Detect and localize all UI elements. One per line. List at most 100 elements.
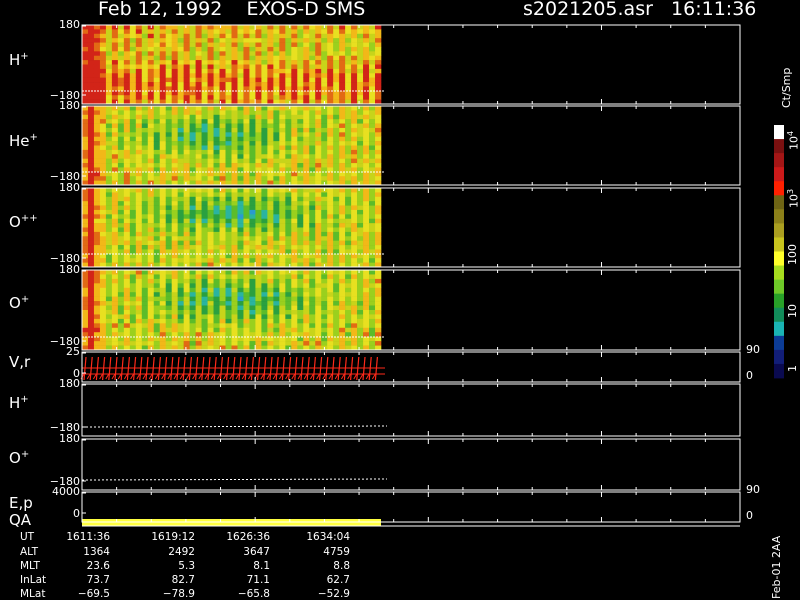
spectrogram-he-plus	[82, 106, 385, 186]
right-tick-max-ep: 90	[746, 483, 760, 496]
y-tick-min-ep: 0	[73, 507, 80, 520]
y-tick-max-h-plus: 180	[59, 18, 80, 31]
footer-value: 1619:12	[151, 531, 195, 543]
plot-subtitle: s2021205.asr 16:11:36	[523, 0, 756, 19]
footer-value: −52.9	[317, 588, 350, 600]
y-tick-max-o-plus: 180	[59, 263, 80, 276]
right-tick-max-vr: 90	[746, 343, 760, 356]
footer-value: 82.7	[171, 574, 195, 586]
panel-frame	[81, 491, 741, 523]
colorbar-label: 103	[786, 189, 800, 208]
panel-frame	[81, 438, 741, 491]
colorbar-label-text: 10	[786, 304, 799, 318]
y-tick-min-h-plus-2: −180	[49, 421, 80, 434]
colorbar-label: 100	[786, 244, 799, 265]
trace-o-plus-2	[81, 478, 388, 481]
footer-value: −69.5	[77, 588, 110, 600]
footer-value: 1626:36	[226, 531, 270, 543]
footer-value: 5.3	[178, 560, 195, 572]
footer-label-mlat: MLat	[20, 588, 46, 600]
y-tick-min-o-plus: −180	[49, 335, 80, 348]
footer-value: 1611:36	[66, 531, 110, 543]
colorbar-label-text: 100	[786, 244, 799, 265]
panel-label-text: V,r	[9, 353, 31, 371]
footer-value: −65.8	[237, 588, 270, 600]
y-tick-max-h-plus-2: 180	[59, 377, 80, 390]
colorbar-swatch	[774, 279, 784, 295]
footer-value: 3647	[243, 546, 270, 558]
footer-label-ut: UT	[20, 531, 35, 543]
title-instrument: EXOS-D SMS	[246, 0, 366, 20]
footer-label-mlt: MLT	[20, 560, 40, 572]
y-tick-max-o-pp: 180	[59, 181, 80, 194]
panel-label-sup: +	[20, 51, 29, 62]
panel-label-o-plus-2: O+	[9, 450, 29, 466]
colorbar-swatch	[774, 125, 784, 140]
footer-label-alt: ALT	[20, 546, 39, 558]
colorbar-swatch	[774, 223, 784, 238]
colorbar-swatch	[774, 293, 784, 309]
panel-label-qa: QA	[9, 511, 32, 529]
footer-value: 1634:04	[306, 531, 350, 543]
subtitle-file: s2021205.asr	[523, 0, 653, 20]
panel-label-h-plus: H+	[9, 52, 29, 68]
footer-value: 4759	[323, 546, 350, 558]
colorbar-label-text: 10	[787, 136, 800, 150]
panel-label-h-plus-2: H+	[9, 395, 29, 411]
panel-frame	[81, 269, 741, 351]
colorbar-swatch	[774, 153, 784, 168]
y-tick-max-he-plus: 180	[59, 99, 80, 112]
colorbar-swatch	[774, 349, 784, 365]
subtitle-time: 16:11:36	[671, 0, 757, 20]
y-tick-min-he-plus: −180	[49, 170, 80, 183]
panel-frame	[81, 351, 741, 383]
colorbar-swatch	[774, 209, 784, 224]
trace-h-plus-2	[81, 425, 388, 428]
colorbar-label-text: 10	[787, 194, 800, 208]
colorbar-label-text: 1	[786, 365, 799, 372]
y-tick-max-o-plus-2: 180	[59, 432, 80, 445]
colorbar-swatch	[774, 321, 784, 337]
colorbar-swatch	[774, 195, 784, 210]
spectrogram-layer	[80, 25, 388, 526]
vector-trace	[80, 356, 385, 381]
y-tick-min-vr: 0	[73, 367, 80, 380]
panel-label-sup: +	[20, 394, 29, 405]
y-tick-max-vr: 25	[66, 345, 80, 358]
panel-label-text: O	[9, 213, 21, 231]
footer-value: 2492	[168, 546, 195, 558]
colorbar-swatch	[774, 237, 784, 252]
panel-label-sup: +	[20, 449, 30, 460]
panel-label-text: He	[9, 132, 30, 150]
panel-frame	[81, 105, 741, 186]
panel-label-vr: V,r	[9, 355, 30, 370]
panel-frame	[81, 383, 741, 437]
panel-label-text: O	[9, 449, 21, 467]
panel-label-text: E,p	[9, 494, 33, 512]
panel-label-o-pp: O++	[9, 214, 38, 230]
right-tick-min-vr: 0	[746, 369, 753, 382]
colorbar-swatch	[774, 307, 784, 323]
panel-frame	[81, 187, 741, 268]
footer-value: 73.7	[86, 574, 110, 586]
colorbar-swatch	[774, 265, 784, 281]
spectrogram-o-pp	[82, 188, 385, 268]
y-tick-max-ep: 4000	[52, 485, 80, 498]
colorbar-title: Ct/Smp	[780, 67, 793, 108]
colorbar	[774, 125, 784, 379]
spectrogram-o-plus	[82, 270, 385, 351]
y-tick-min-o-pp: −180	[49, 252, 80, 265]
colorbar-label-sup: 4	[786, 130, 795, 136]
axes-layer	[81, 24, 741, 527]
colorbar-swatch	[774, 181, 784, 196]
colorbar-label: 1	[786, 365, 799, 372]
y-tick-min-o-plus-2: −180	[49, 475, 80, 488]
plot-title: Feb 12, 1992 EXOS-D SMS	[98, 0, 365, 19]
spectrogram-h-plus	[82, 25, 385, 105]
footer-value: 8.1	[253, 560, 270, 572]
colorbar-swatch	[774, 167, 784, 182]
colorbar-swatch	[774, 139, 784, 154]
panel-label-sup: ++	[20, 213, 38, 224]
title-date: Feb 12, 1992	[98, 0, 223, 20]
